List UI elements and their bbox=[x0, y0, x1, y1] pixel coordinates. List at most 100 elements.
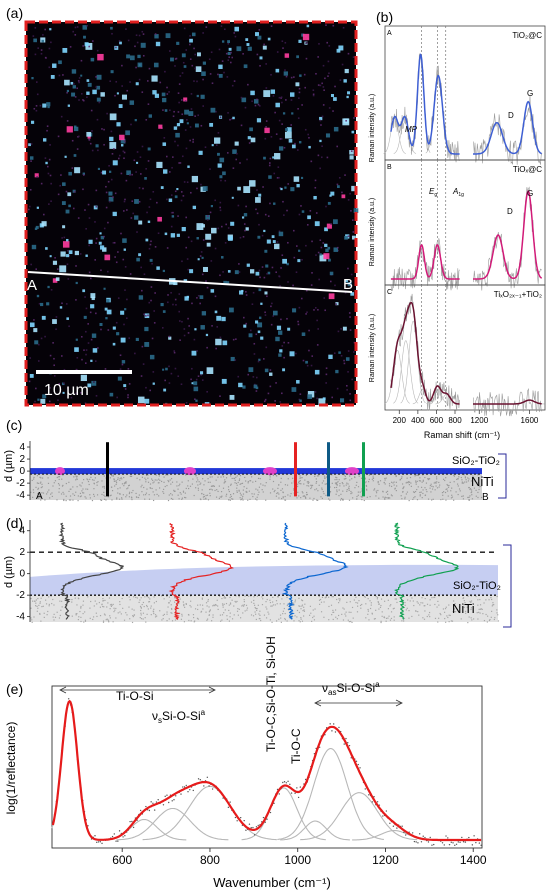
substrate-speckle bbox=[114, 485, 116, 487]
map-particle bbox=[145, 238, 149, 242]
map-particle bbox=[339, 79, 342, 81]
substrate-speckle bbox=[282, 496, 284, 498]
substrate-speckle bbox=[361, 496, 363, 498]
map-particle bbox=[116, 122, 121, 127]
substrate-speckle bbox=[111, 499, 113, 501]
map-particle bbox=[249, 269, 255, 274]
substrate-speckle bbox=[413, 491, 416, 494]
substrate-speckle bbox=[176, 481, 178, 483]
map-particle bbox=[94, 360, 97, 362]
ir-raw-point bbox=[282, 781, 284, 784]
map-particle bbox=[183, 97, 188, 102]
substrate-speckle bbox=[230, 475, 232, 477]
substrate-speckle bbox=[147, 474, 149, 476]
substrate-speckle bbox=[103, 494, 105, 496]
map-particle bbox=[322, 104, 325, 106]
substrate-speckle bbox=[439, 612, 441, 615]
substrate-speckle bbox=[423, 618, 426, 620]
substrate-speckle bbox=[456, 478, 458, 481]
map-particle bbox=[259, 276, 261, 279]
cross-section-plot: 420-2-4 bbox=[16, 441, 507, 502]
substrate-speckle bbox=[59, 600, 61, 602]
substrate-speckle bbox=[65, 499, 67, 502]
substrate-speckle bbox=[485, 613, 487, 616]
layer-label-coating-c: SiO₂-TiO₂ bbox=[452, 455, 500, 467]
substrate-speckle bbox=[278, 493, 280, 495]
substrate-speckle bbox=[141, 491, 143, 493]
map-particle bbox=[75, 299, 77, 301]
substrate-speckle bbox=[391, 495, 393, 497]
substrate-speckle bbox=[395, 475, 397, 478]
substrate-speckle bbox=[128, 606, 130, 608]
map-particle bbox=[227, 51, 231, 56]
substrate-speckle bbox=[260, 483, 262, 485]
substrate-speckle bbox=[272, 601, 274, 603]
substrate-speckle bbox=[223, 597, 225, 599]
substrate-speckle bbox=[77, 495, 79, 497]
map-particle bbox=[271, 266, 274, 269]
map-particle bbox=[245, 294, 248, 296]
ir-raw-point bbox=[345, 737, 347, 740]
substrate-speckle bbox=[331, 596, 333, 598]
substrate-speckle bbox=[112, 603, 114, 606]
substrate-speckle bbox=[119, 479, 121, 481]
substrate-speckle bbox=[422, 479, 424, 481]
substrate-speckle bbox=[308, 485, 310, 487]
substrate-speckle bbox=[449, 614, 451, 617]
map-particle bbox=[307, 133, 309, 136]
map-particle bbox=[30, 143, 33, 145]
substrate-speckle bbox=[49, 497, 51, 499]
raman-x-label: Raman shift (cm⁻¹) bbox=[424, 430, 500, 440]
map-particle bbox=[147, 220, 151, 224]
substrate-speckle bbox=[453, 481, 455, 483]
substrate-speckle bbox=[364, 596, 366, 598]
substrate-speckle bbox=[350, 620, 352, 623]
range-arrow-nu-as-head bbox=[314, 699, 322, 707]
substrate-speckle bbox=[408, 481, 411, 483]
substrate-speckle bbox=[428, 614, 430, 616]
line-scan-ab bbox=[27, 271, 353, 293]
substrate-speckle bbox=[345, 611, 347, 613]
depth-profile bbox=[393, 522, 460, 620]
substrate-speckle bbox=[255, 488, 257, 490]
map-particle bbox=[342, 118, 350, 126]
map-particle bbox=[146, 80, 149, 82]
map-particle bbox=[49, 387, 51, 389]
panel-e-x-tick-label: 1000 bbox=[284, 853, 311, 867]
map-particle bbox=[150, 299, 152, 302]
map-particle bbox=[138, 200, 141, 203]
substrate-speckle bbox=[154, 616, 157, 618]
substrate-speckle bbox=[110, 605, 113, 607]
map-particle bbox=[78, 99, 80, 101]
substrate-speckle bbox=[230, 493, 232, 496]
substrate-speckle bbox=[356, 602, 359, 604]
substrate-speckle bbox=[168, 602, 170, 604]
map-particle bbox=[281, 40, 284, 43]
map-particle bbox=[219, 175, 223, 179]
substrate-speckle bbox=[367, 613, 369, 615]
map-particle bbox=[206, 242, 211, 247]
map-particle bbox=[228, 56, 231, 59]
substrate-speckle bbox=[140, 606, 142, 609]
map-particle bbox=[209, 168, 211, 170]
substrate-speckle bbox=[431, 485, 433, 487]
substrate-speckle bbox=[348, 489, 350, 492]
substrate-speckle bbox=[408, 499, 410, 502]
ir-raw-point bbox=[67, 698, 70, 700]
substrate-speckle bbox=[369, 600, 371, 602]
ir-raw-point bbox=[294, 792, 296, 794]
map-particle bbox=[282, 258, 287, 264]
substrate-speckle bbox=[39, 602, 41, 604]
map-particle bbox=[174, 195, 178, 199]
map-particle bbox=[177, 144, 179, 147]
substrate-speckle bbox=[328, 605, 330, 608]
substrate-speckle bbox=[82, 604, 84, 606]
map-particle bbox=[246, 263, 250, 267]
map-particle bbox=[120, 144, 124, 147]
map-particle bbox=[347, 371, 349, 373]
substrate-speckle bbox=[375, 495, 377, 497]
map-particle bbox=[349, 399, 352, 402]
map-particle bbox=[218, 73, 223, 78]
substrate-speckle bbox=[447, 484, 449, 487]
ir-raw-point bbox=[148, 809, 151, 812]
